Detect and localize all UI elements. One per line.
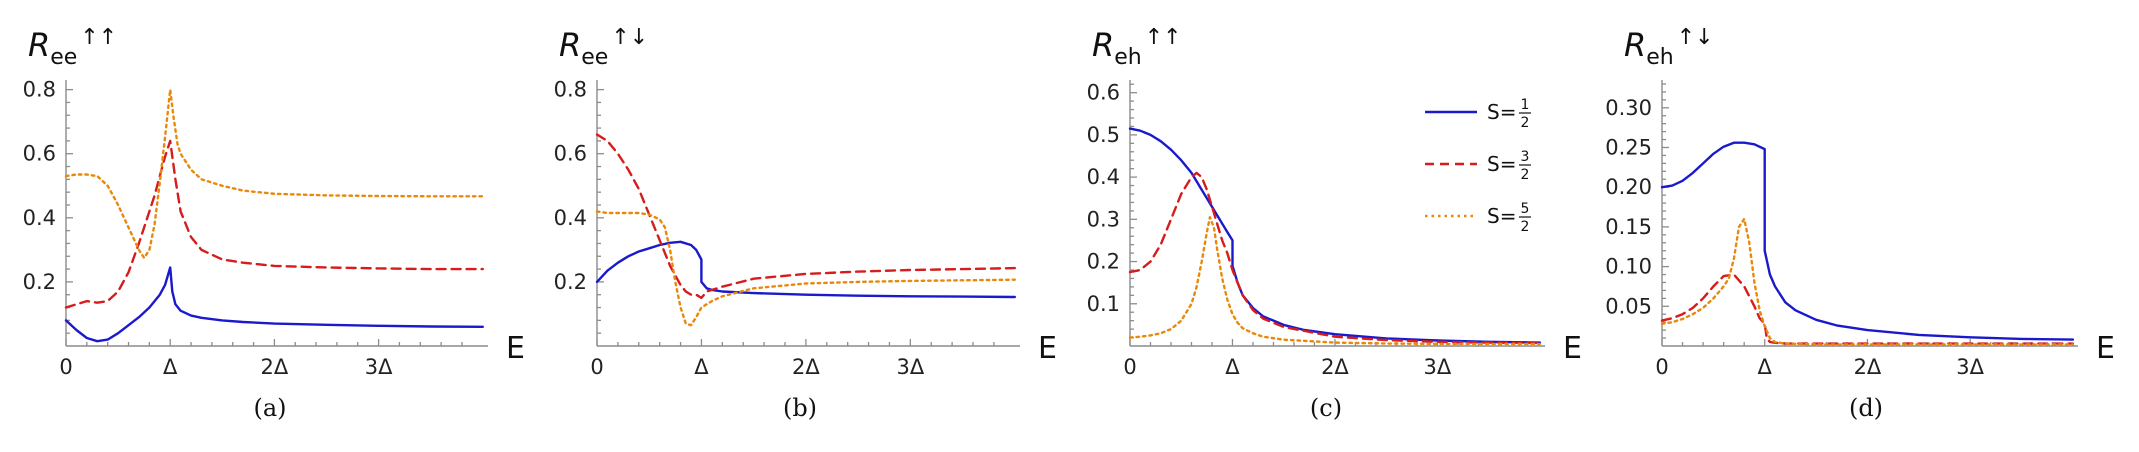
y-axis-label-base: R bbox=[559, 26, 581, 64]
y-tick-label: 0.20 bbox=[1605, 175, 1652, 199]
y-axis-label-sub: eh bbox=[1646, 45, 1673, 70]
x-axis-label: E bbox=[2096, 331, 2115, 366]
y-axis-label-sup: ↑↑ bbox=[80, 25, 117, 50]
series-line-1 bbox=[1128, 127, 1542, 344]
y-tick-label: 0.4 bbox=[554, 206, 587, 230]
y-axis-label-sub: eh bbox=[1114, 45, 1141, 70]
y-axis-label-base: R bbox=[1624, 26, 1646, 64]
x-tick-label: 3Δ bbox=[896, 355, 924, 379]
series-line-1 bbox=[64, 266, 484, 343]
x-tick-label: 2Δ bbox=[1321, 355, 1349, 379]
series-line-3 bbox=[1660, 217, 2075, 346]
series-line-3 bbox=[595, 210, 1016, 327]
y-tick-label: 0.4 bbox=[1087, 165, 1120, 189]
x-tick-label: 3Δ bbox=[365, 355, 393, 379]
x-axis-label: E bbox=[1038, 331, 1057, 366]
legend-frac-num: 3 bbox=[1521, 149, 1530, 165]
legend-frac-den: 2 bbox=[1521, 167, 1530, 183]
series-line-1 bbox=[595, 240, 1016, 299]
y-tick-label: 0.8 bbox=[554, 78, 587, 102]
panel-a: 0.2 0.4 0.6 0.8 0 Δ 2Δ 3Δ E Ree↑↑ (a) bbox=[23, 25, 525, 422]
y-axis-label: Reh↑↓ bbox=[1624, 25, 1714, 70]
series-group bbox=[1128, 127, 1542, 346]
series-line-3 bbox=[64, 88, 484, 260]
y-tick-label: 0.1 bbox=[1087, 292, 1120, 316]
series-line-2 bbox=[1660, 273, 2075, 345]
y-tick-label: 0.10 bbox=[1605, 255, 1652, 279]
legend-label-prefix: S= bbox=[1487, 204, 1516, 228]
y-tick-label: 0.2 bbox=[554, 270, 587, 294]
y-tick-label: 0.4 bbox=[23, 206, 56, 230]
x-axis-label: E bbox=[1563, 331, 1582, 366]
series-group bbox=[1660, 141, 2075, 346]
panel-b: 0.2 0.4 0.6 0.8 0 Δ 2Δ 3Δ E Ree↑↓ (b) bbox=[554, 25, 1057, 422]
y-tick-label: 0.05 bbox=[1605, 294, 1652, 318]
y-axis-label: Reh↑↑ bbox=[1092, 25, 1182, 70]
y-axis-label-sup: ↑↓ bbox=[611, 25, 648, 50]
y-axis-label-sup: ↑↓ bbox=[1677, 25, 1714, 50]
panel-caption: (b) bbox=[783, 394, 817, 422]
x-tick-label: Δ bbox=[1225, 355, 1240, 379]
series-group bbox=[595, 133, 1016, 327]
y-axis-label-sup: ↑↑ bbox=[1145, 25, 1182, 50]
legend-label-prefix: S= bbox=[1487, 100, 1516, 124]
series-line-2 bbox=[64, 139, 484, 309]
y-tick-label: 0.6 bbox=[554, 142, 587, 166]
series-line-3 bbox=[1128, 216, 1542, 346]
panel-caption: (c) bbox=[1310, 394, 1342, 422]
x-tick-label: Δ bbox=[694, 355, 709, 379]
y-tick-label: 0.3 bbox=[1087, 207, 1120, 231]
x-tick-label: Δ bbox=[1758, 355, 1773, 379]
legend-frac-den: 2 bbox=[1521, 115, 1530, 131]
panel-caption: (a) bbox=[253, 394, 286, 422]
x-axis-label: E bbox=[506, 331, 525, 366]
y-axis-label: Ree↑↓ bbox=[559, 25, 648, 70]
y-tick-label: 0.25 bbox=[1605, 135, 1652, 159]
x-tick-label: 0 bbox=[1123, 355, 1136, 379]
x-tick-label: 0 bbox=[59, 355, 72, 379]
y-axis-label-base: R bbox=[28, 26, 50, 64]
y-tick-label: 0.5 bbox=[1087, 123, 1120, 147]
y-axis-label-base: R bbox=[1092, 26, 1114, 64]
y-tick-label: 0.30 bbox=[1605, 96, 1652, 120]
legend-frac-den: 2 bbox=[1521, 219, 1530, 235]
y-tick-label: 0.2 bbox=[1087, 250, 1120, 274]
y-axis-label: Ree↑↑ bbox=[28, 25, 117, 70]
x-tick-label: 0 bbox=[1655, 355, 1668, 379]
x-tick-label: 2Δ bbox=[261, 355, 289, 379]
series-group bbox=[64, 88, 484, 343]
x-tick-label: 3Δ bbox=[1424, 355, 1452, 379]
y-tick-label: 0.6 bbox=[1087, 81, 1120, 105]
series-line-2 bbox=[595, 133, 1016, 300]
x-tick-label: 2Δ bbox=[1854, 355, 1882, 379]
y-tick-label: 0.8 bbox=[23, 78, 56, 102]
x-tick-label: 0 bbox=[590, 355, 603, 379]
panel-d: 0.05 0.10 0.15 0.20 0.25 0.30 0 Δ 2Δ 3Δ E Reh↑↓ (d) bbox=[1605, 25, 2115, 422]
legend-label-prefix: S= bbox=[1487, 152, 1516, 176]
y-axis-label-sub: ee bbox=[50, 45, 77, 70]
legend: S= 1 2 S= 3 2 S= 5 2 bbox=[1425, 97, 1531, 235]
y-tick-label: 0.15 bbox=[1605, 215, 1652, 239]
y-axis-label-sub: ee bbox=[581, 45, 608, 70]
series-line-2 bbox=[1128, 171, 1542, 345]
panel-c: 0.1 0.2 0.3 0.4 0.5 0.6 0 Δ 2Δ 3Δ E Reh↑↑ (c) S= 1 2 S= 3… bbox=[1087, 25, 1582, 422]
x-tick-label: 2Δ bbox=[792, 355, 820, 379]
y-tick-label: 0.6 bbox=[23, 142, 56, 166]
y-tick-label: 0.2 bbox=[23, 270, 56, 294]
legend-frac-num: 5 bbox=[1521, 201, 1530, 217]
legend-frac-num: 1 bbox=[1521, 97, 1530, 113]
panel-caption: (d) bbox=[1849, 394, 1883, 422]
x-tick-label: 3Δ bbox=[1956, 355, 1984, 379]
x-tick-label: Δ bbox=[163, 355, 178, 379]
series-line-1 bbox=[1660, 141, 2075, 341]
